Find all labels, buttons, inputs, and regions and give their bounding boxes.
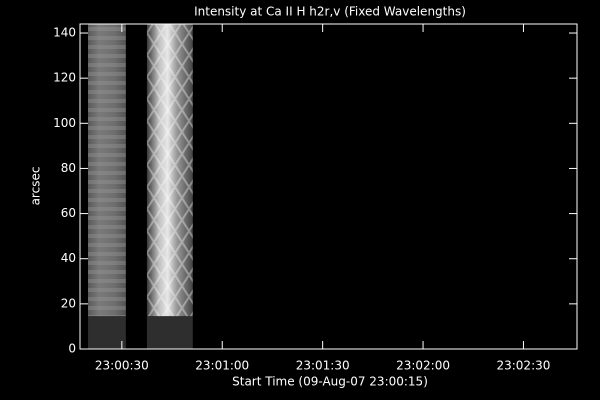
y-tick-label: 80 bbox=[61, 161, 76, 175]
y-tick-label: 100 bbox=[53, 116, 76, 130]
x-tick-label: 23:01:00 bbox=[195, 359, 249, 373]
x-tick-label: 23:00:30 bbox=[95, 359, 149, 373]
y-tick-label: 140 bbox=[53, 26, 76, 40]
dark-floor bbox=[146, 316, 193, 349]
dark-floor bbox=[88, 316, 126, 349]
y-tick-label: 40 bbox=[61, 251, 76, 265]
image-texture bbox=[88, 24, 126, 317]
chart-title: Intensity at Ca II H h2r,v (Fixed Wavele… bbox=[194, 5, 466, 19]
plot-frame bbox=[79, 23, 578, 350]
x-axis-label: Start Time (09-Aug-07 23:00:15) bbox=[232, 375, 428, 389]
x-tick-label: 23:02:30 bbox=[496, 359, 550, 373]
x-tick-label: 23:02:00 bbox=[396, 359, 450, 373]
y-tick-label: 20 bbox=[61, 296, 76, 310]
y-tick-label: 120 bbox=[53, 71, 76, 85]
y-tick-label: 60 bbox=[61, 206, 76, 220]
x-tick-label: 23:01:30 bbox=[296, 359, 350, 373]
image-texture bbox=[146, 24, 193, 317]
y-tick-label: 0 bbox=[68, 342, 76, 356]
y-axis-label: arcsec bbox=[29, 167, 43, 206]
